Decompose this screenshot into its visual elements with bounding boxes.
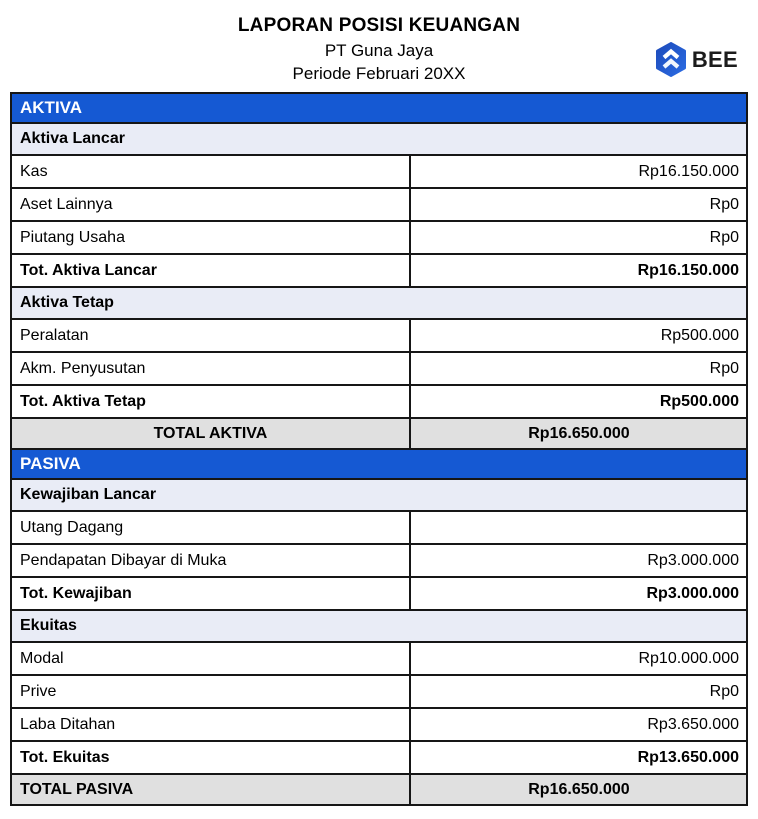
subsection-header-aktiva-lancar: Aktiva Lancar: [10, 122, 748, 156]
row-label: Tot. Kewajiban: [10, 576, 411, 611]
table-row-subsection: Aktiva Tetap: [10, 286, 748, 320]
row-label: Prive: [10, 674, 411, 709]
row-value: Rp0: [408, 674, 749, 709]
table-row-total: Tot. Aktiva Tetap Rp500.000: [10, 384, 749, 419]
table-row: Kas Rp16.150.000: [10, 154, 749, 189]
bee-logo: BEE: [655, 42, 738, 77]
table-row-total: Tot. Ekuitas Rp13.650.000: [10, 740, 749, 775]
table-row: Aset Lainnya Rp0: [10, 187, 749, 222]
row-label: Akm. Penyusutan: [10, 351, 411, 386]
table-row: Akm. Penyusutan Rp0: [10, 351, 749, 386]
report-title: LAPORAN POSISI KEUANGAN: [237, 15, 521, 36]
table-row: Modal Rp10.000.000: [10, 641, 749, 676]
row-value: Rp16.650.000: [408, 773, 749, 806]
table-row: Pendapatan Dibayar di Muka Rp3.000.000: [10, 543, 749, 578]
row-value: Rp0: [408, 351, 749, 386]
row-value: Rp500.000: [408, 384, 749, 419]
row-label: Aset Lainnya: [10, 187, 411, 222]
row-label: Piutang Usaha: [10, 220, 411, 255]
row-label: Utang Dagang: [10, 510, 411, 545]
table-row-subsection: Ekuitas: [10, 609, 748, 643]
logo-wordmark: BEE: [691, 46, 738, 72]
row-label: Peralatan: [10, 318, 411, 353]
table-row: Utang Dagang: [10, 510, 749, 545]
report-period: Periode Februari 20XX: [292, 63, 466, 83]
table-row-grand-total-pasiva: TOTAL PASIVA Rp16.650.000: [10, 773, 749, 806]
row-label: Modal: [10, 641, 411, 676]
row-label: TOTAL PASIVA: [10, 773, 411, 806]
row-value: Rp16.150.000: [408, 154, 749, 189]
row-value: Rp500.000: [408, 318, 749, 353]
row-value: Rp3.650.000: [408, 707, 749, 742]
report-header: LAPORAN POSISI KEUANGAN PT Guna Jaya Per…: [0, 0, 758, 85]
table-row: Peralatan Rp500.000: [10, 318, 749, 353]
table-row: Laba Ditahan Rp3.650.000: [10, 707, 749, 742]
table-row: Prive Rp0: [10, 674, 749, 709]
subsection-header-ekuitas: Ekuitas: [10, 609, 748, 643]
table-row-subsection: Aktiva Lancar: [10, 122, 748, 156]
row-value: Rp16.650.000: [408, 417, 749, 450]
row-value: Rp3.000.000: [408, 576, 749, 611]
row-label: Kas: [10, 154, 411, 189]
row-value: Rp0: [408, 187, 749, 222]
row-label: TOTAL AKTIVA: [10, 417, 411, 450]
table-row-subsection: Kewajiban Lancar: [10, 478, 748, 512]
row-value: Rp16.150.000: [408, 253, 749, 288]
table-row-section-pasiva: PASIVA: [10, 448, 748, 480]
section-header-pasiva: PASIVA: [10, 448, 748, 480]
row-label: Tot. Ekuitas: [10, 740, 411, 775]
table-row: Piutang Usaha Rp0: [10, 220, 749, 255]
subsection-header-aktiva-tetap: Aktiva Tetap: [10, 286, 748, 320]
row-value: Rp3.000.000: [408, 543, 749, 578]
table-row-section-aktiva: AKTIVA: [10, 92, 748, 124]
subsection-header-kewajiban-lancar: Kewajiban Lancar: [10, 478, 748, 512]
table-row-total: Tot. Kewajiban Rp3.000.000: [10, 576, 749, 611]
row-label: Tot. Aktiva Tetap: [10, 384, 411, 419]
row-label: Laba Ditahan: [10, 707, 411, 742]
section-header-aktiva: AKTIVA: [10, 92, 748, 124]
hexagon-chevron-icon: [655, 42, 686, 77]
row-label: Pendapatan Dibayar di Muka: [10, 543, 411, 578]
row-value: Rp13.650.000: [408, 740, 749, 775]
balance-sheet-table: AKTIVA Aktiva Lancar Kas Rp16.150.000 As…: [10, 92, 749, 806]
table-row-total: Tot. Aktiva Lancar Rp16.150.000: [10, 253, 749, 288]
table-row-grand-total-aktiva: TOTAL AKTIVA Rp16.650.000: [10, 417, 749, 450]
row-value: Rp0: [408, 220, 749, 255]
row-value: [408, 510, 749, 545]
company-name: PT Guna Jaya: [324, 41, 434, 61]
row-label: Tot. Aktiva Lancar: [10, 253, 411, 288]
row-value: Rp10.000.000: [408, 641, 749, 676]
